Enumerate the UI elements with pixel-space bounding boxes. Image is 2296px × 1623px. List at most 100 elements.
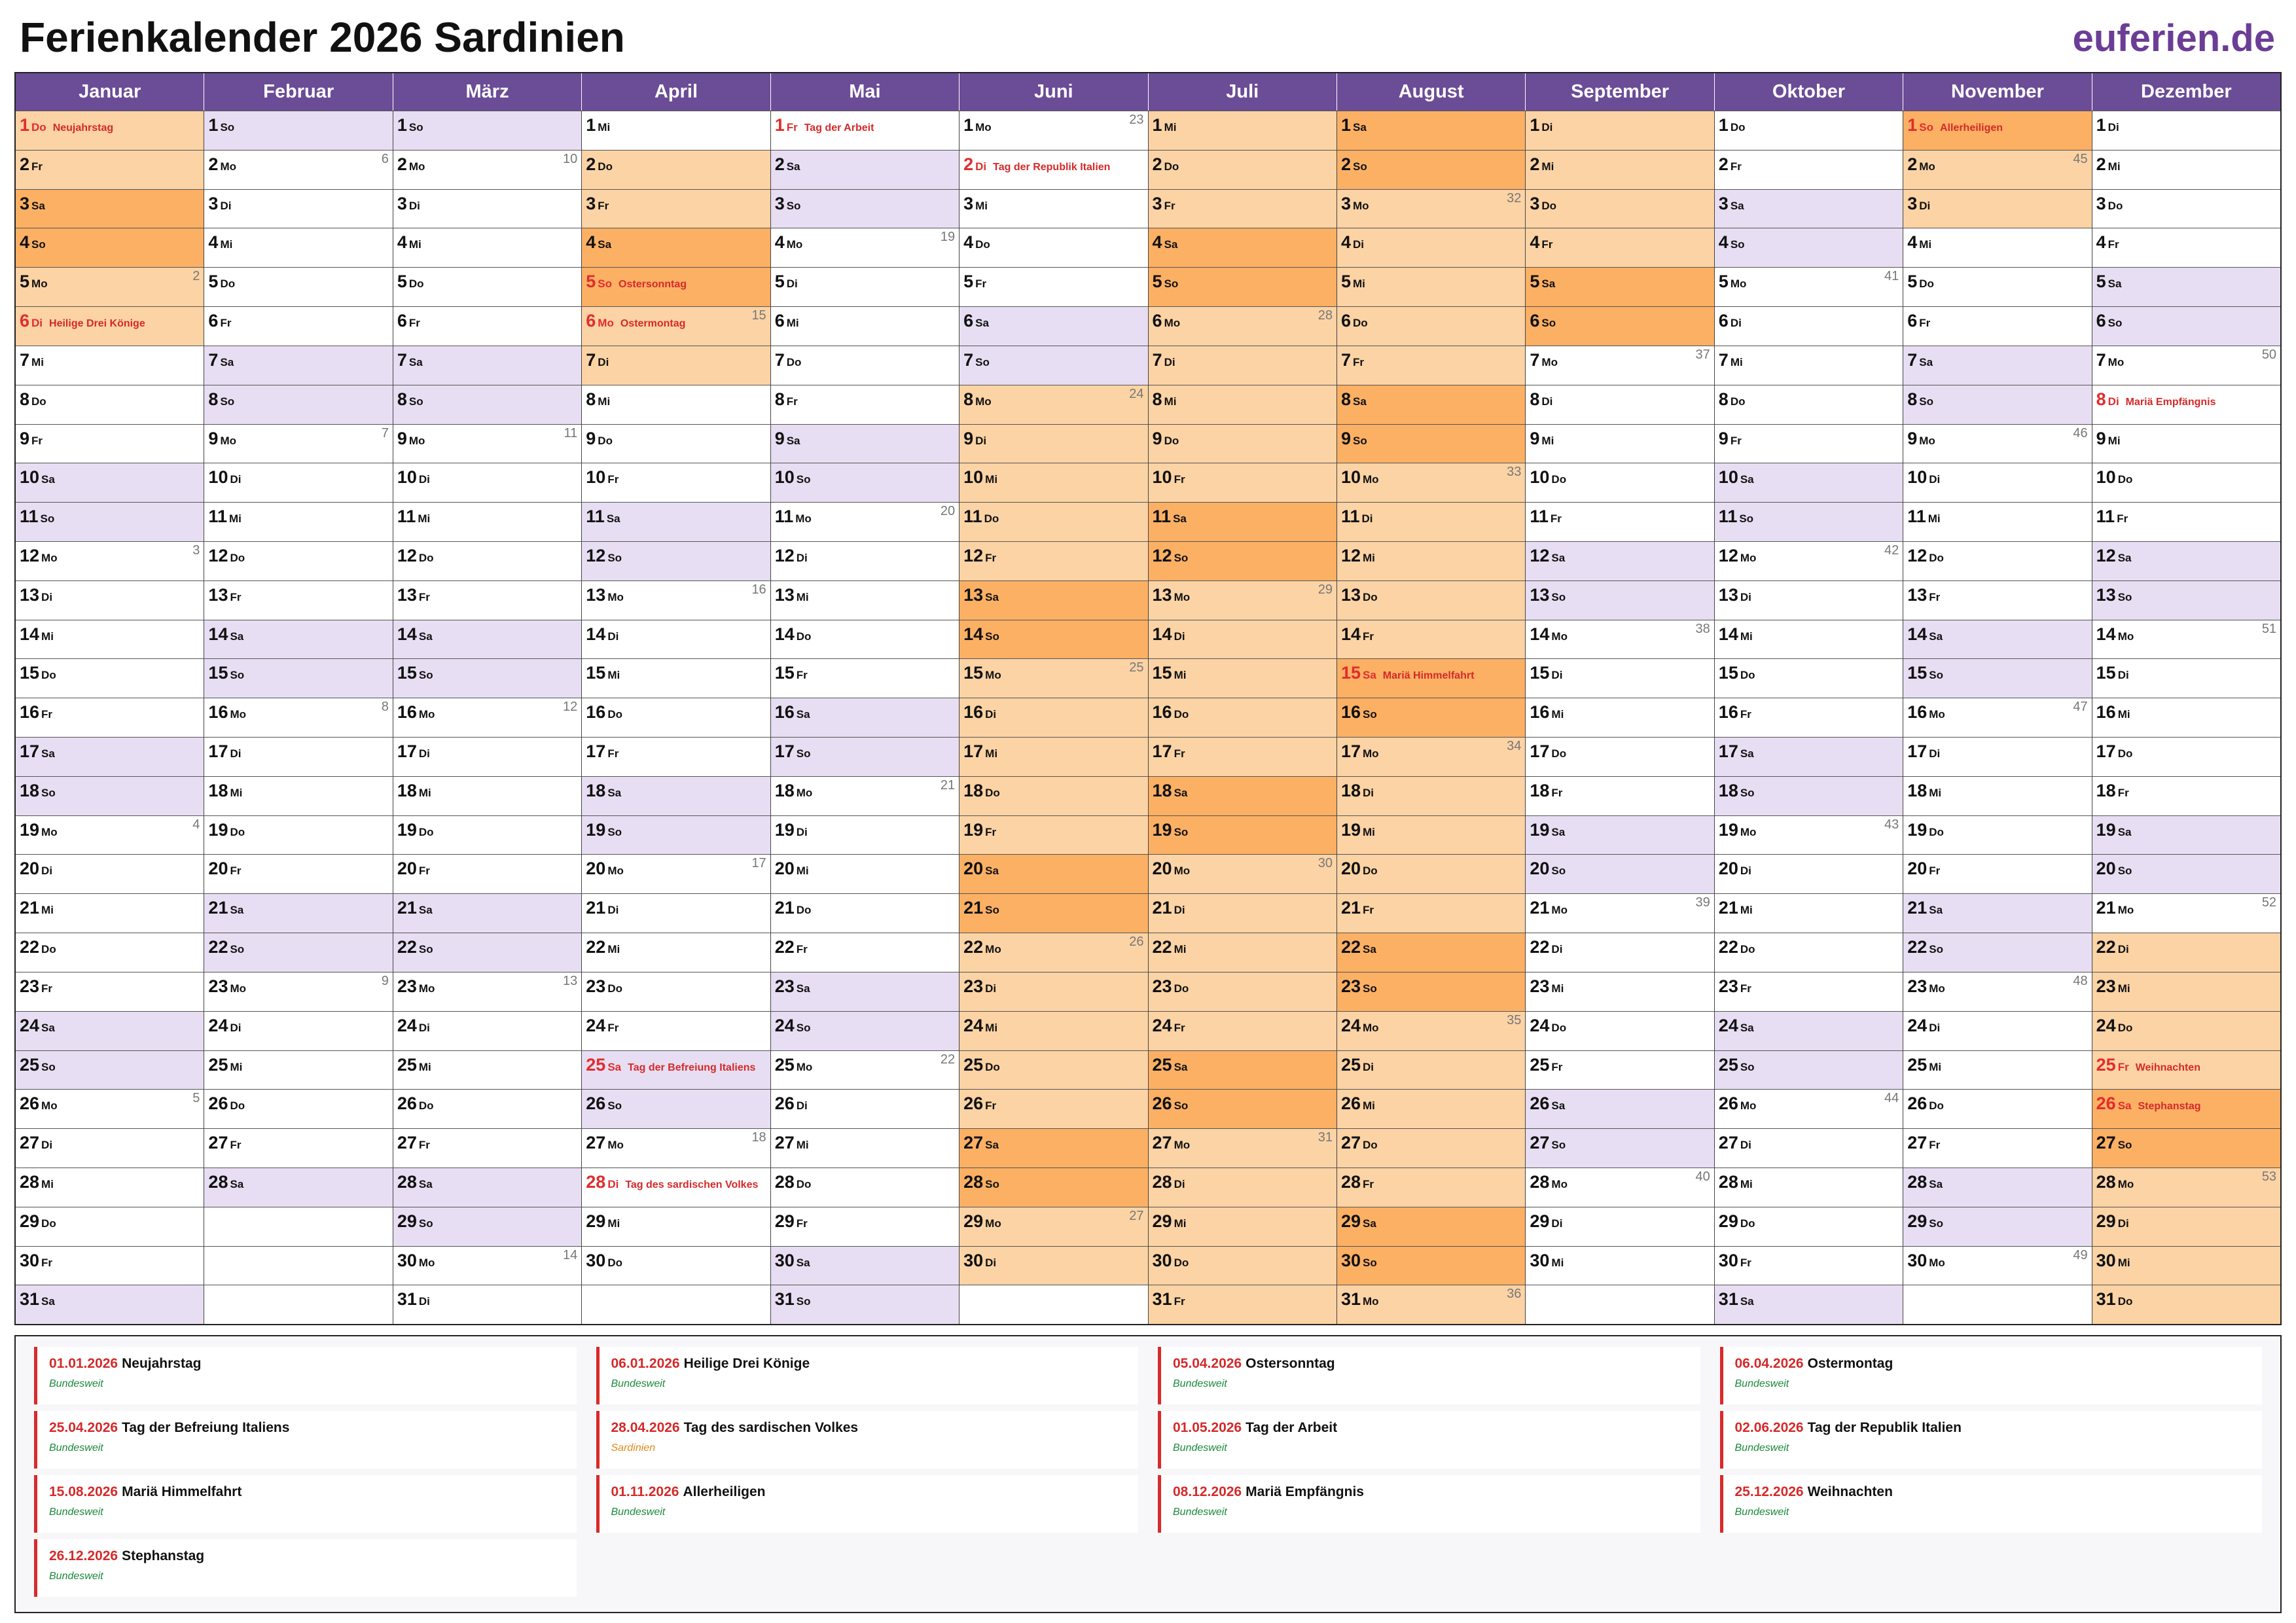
day-cell[interactable]: 20 So	[1526, 854, 1714, 894]
day-cell[interactable]: 21 Sa	[1903, 893, 2092, 933]
day-cell[interactable]: 4 Mo 19	[770, 228, 960, 267]
day-cell[interactable]: 29 Mi	[582, 1206, 770, 1246]
day-cell[interactable]: 18 Mi	[204, 776, 393, 815]
day-cell[interactable]: 5 Di	[770, 267, 960, 306]
day-cell[interactable]: 8 Mi	[582, 384, 770, 424]
day-cell[interactable]: 20 Do	[1336, 854, 1526, 894]
day-cell[interactable]: 28 Do	[770, 1167, 960, 1207]
day-cell[interactable]: 18 Fr	[2092, 776, 2281, 815]
day-cell[interactable]: 22 Do	[1714, 933, 1903, 972]
day-cell[interactable]: 24 Sa	[16, 1010, 204, 1050]
day-cell[interactable]: 2 Mi	[1526, 149, 1714, 189]
day-cell[interactable]: 27 Di	[16, 1128, 204, 1168]
day-cell[interactable]: 4 Mi	[393, 228, 582, 267]
day-cell[interactable]: 15 Mo 25	[960, 658, 1148, 698]
day-cell[interactable]: 21 Fr	[1336, 893, 1526, 933]
day-cell[interactable]: 4 Fr	[2092, 228, 2281, 267]
day-cell[interactable]: 16 Mi	[1526, 698, 1714, 737]
day-cell[interactable]: 6 Mi	[770, 306, 960, 346]
day-cell[interactable]: 13 So	[1526, 580, 1714, 620]
day-cell[interactable]: 2 Di Tag der Republik Italien	[960, 149, 1148, 189]
day-cell[interactable]: 25 So	[1714, 1050, 1903, 1090]
day-cell[interactable]: 8 So	[393, 384, 582, 424]
day-cell[interactable]: 1 Di	[1526, 111, 1714, 150]
day-cell[interactable]: 2 Do	[1148, 149, 1336, 189]
day-cell[interactable]: 15 Di	[1526, 658, 1714, 698]
day-cell[interactable]: 12 Sa	[1526, 541, 1714, 580]
day-cell[interactable]: 17 Di	[204, 737, 393, 776]
day-cell[interactable]: 2 Mo 6	[204, 149, 393, 189]
day-cell[interactable]: 22 Do	[16, 933, 204, 972]
day-cell[interactable]: 9 Do	[582, 423, 770, 463]
day-cell[interactable]: 19 Do	[393, 815, 582, 855]
day-cell[interactable]: 1 Mo 23	[960, 111, 1148, 150]
day-cell[interactable]: 24 Di	[393, 1010, 582, 1050]
day-cell[interactable]: 6 So	[1526, 306, 1714, 346]
day-cell[interactable]: 20 Mo 30	[1148, 854, 1336, 894]
day-cell[interactable]: 14 Fr	[1336, 619, 1526, 659]
day-cell[interactable]: 30 Mi	[2092, 1245, 2281, 1285]
day-cell[interactable]: 26 Sa	[1526, 1089, 1714, 1129]
day-cell[interactable]: 29 Mo 27	[960, 1206, 1148, 1246]
day-cell[interactable]: 9 Mo 46	[1903, 423, 2092, 463]
day-cell[interactable]: 3 Di	[1903, 188, 2092, 228]
day-cell[interactable]: 20 Di	[16, 854, 204, 893]
day-cell[interactable]: 9 Mi	[1526, 423, 1714, 463]
day-cell[interactable]: 3 Mo 32	[1336, 188, 1526, 228]
day-cell[interactable]: 31 Di	[393, 1285, 582, 1324]
day-cell[interactable]: 9 Do	[1148, 423, 1336, 463]
day-cell[interactable]: 2 So	[1336, 149, 1526, 189]
day-cell[interactable]: 25 Mo 22	[770, 1050, 960, 1090]
day-cell[interactable]: 3 So	[770, 188, 960, 228]
day-cell[interactable]: 21 Di	[582, 893, 770, 933]
day-cell[interactable]: 31 Sa	[16, 1285, 204, 1325]
day-cell[interactable]: 31 Mo 36	[1336, 1285, 1526, 1325]
day-cell[interactable]: 24 Do	[2092, 1010, 2281, 1050]
day-cell[interactable]: 16 Do	[582, 698, 770, 737]
day-cell[interactable]: 27 Do	[1336, 1128, 1526, 1168]
day-cell[interactable]: 24 Mo 35	[1336, 1010, 1526, 1050]
day-cell[interactable]: 2 Do	[582, 149, 770, 189]
day-cell[interactable]: 4 So	[16, 228, 204, 268]
day-cell[interactable]: 11 So	[1714, 502, 1903, 541]
day-cell[interactable]: 10 Fr	[1148, 463, 1336, 503]
day-cell[interactable]: 16 Mo 8	[204, 698, 393, 737]
day-cell[interactable]: 13 Fr	[204, 580, 393, 620]
day-cell[interactable]: 4 Sa	[1148, 228, 1336, 268]
day-cell[interactable]: 27 Sa	[960, 1128, 1148, 1168]
day-cell[interactable]: 19 Mo 4	[16, 815, 204, 855]
day-cell[interactable]: 25 Sa Tag der Befreiung Italiens	[582, 1050, 770, 1090]
day-cell[interactable]: 9 So	[1336, 423, 1526, 463]
day-cell[interactable]: 9 Fr	[1714, 423, 1903, 463]
day-cell[interactable]: 2 Sa	[770, 149, 960, 189]
day-cell[interactable]: 18 Mi	[393, 776, 582, 815]
day-cell[interactable]: 25 So	[16, 1050, 204, 1090]
day-cell[interactable]: 22 Fr	[770, 933, 960, 972]
day-cell[interactable]: 23 Di	[960, 971, 1148, 1011]
day-cell[interactable]: 15 Mi	[582, 658, 770, 698]
day-cell[interactable]: 13 Sa	[960, 580, 1148, 620]
day-cell[interactable]: 7 So	[960, 345, 1148, 385]
day-cell[interactable]: 23 Do	[1148, 971, 1336, 1011]
day-cell[interactable]: 25 Mi	[204, 1050, 393, 1090]
day-cell[interactable]: 1 Di	[2092, 111, 2281, 150]
day-cell[interactable]: 28 Sa	[393, 1167, 582, 1207]
day-cell[interactable]: 26 Do	[1903, 1089, 2092, 1128]
day-cell[interactable]: 22 Di	[2092, 933, 2281, 972]
day-cell[interactable]: 25 Di	[1336, 1050, 1526, 1090]
day-cell[interactable]: 25 Mi	[393, 1050, 582, 1090]
day-cell[interactable]: 19 Sa	[2092, 815, 2281, 855]
day-cell[interactable]: 16 Di	[960, 698, 1148, 737]
day-cell[interactable]: 10 Di	[1903, 463, 2092, 502]
day-cell[interactable]: 24 Fr	[1148, 1010, 1336, 1050]
day-cell[interactable]: 31 So	[770, 1285, 960, 1325]
day-cell[interactable]: 26 Di	[770, 1089, 960, 1128]
day-cell[interactable]: 26 So	[582, 1089, 770, 1129]
day-cell[interactable]: 19 Do	[1903, 815, 2092, 855]
day-cell[interactable]: 27 Mi	[770, 1128, 960, 1168]
day-cell[interactable]: 26 Sa Stephanstag	[2092, 1089, 2281, 1129]
day-cell[interactable]: 9 Di	[960, 423, 1148, 463]
day-cell[interactable]: 8 Do	[1714, 384, 1903, 424]
day-cell[interactable]: 21 So	[960, 893, 1148, 933]
day-cell[interactable]: 18 Di	[1336, 776, 1526, 815]
